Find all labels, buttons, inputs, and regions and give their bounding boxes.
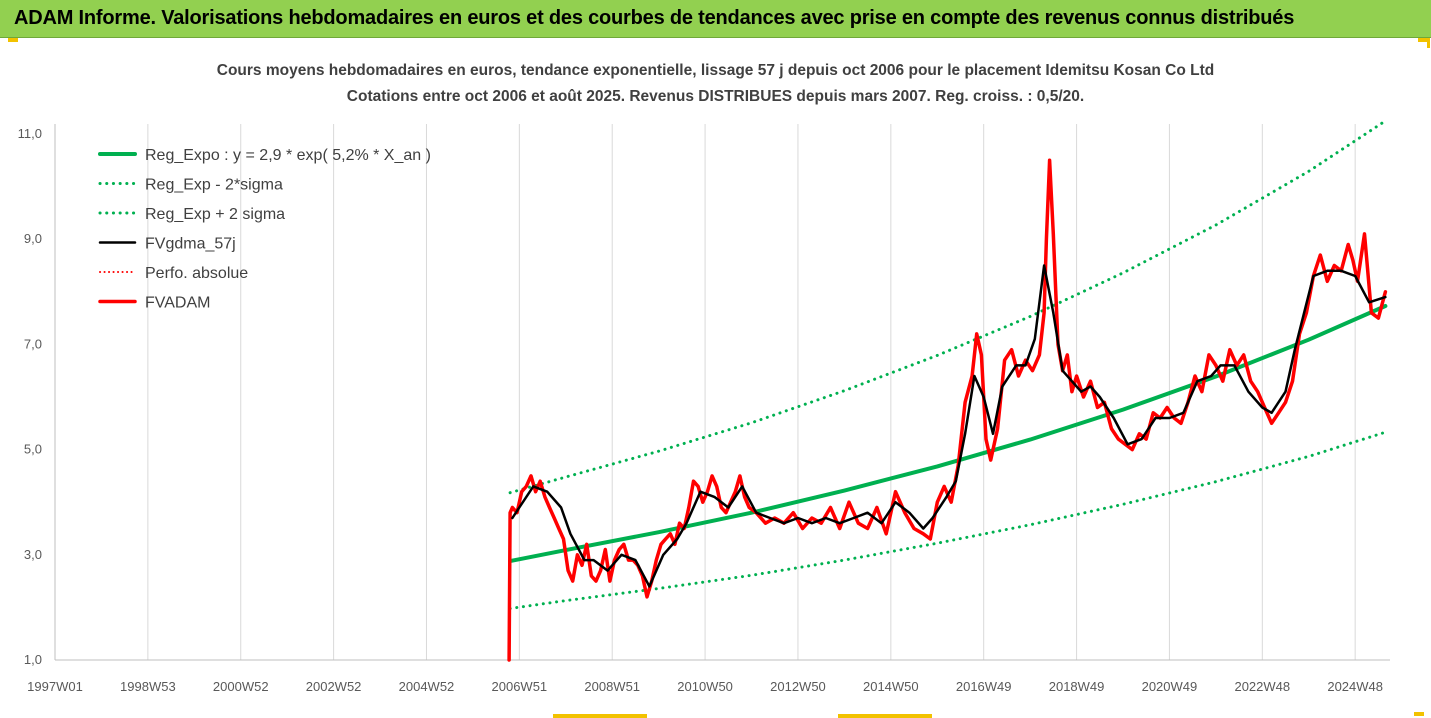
x-tick-label: 2016W49 bbox=[956, 679, 1012, 694]
chart-subtitle: Cotations entre oct 2006 et août 2025. R… bbox=[346, 88, 1085, 105]
x-tick-label: 1997W01 bbox=[27, 679, 83, 694]
report-banner-title: ADAM Informe. Valorisations hebdomadaire… bbox=[14, 7, 1295, 29]
legend-label: Perfo. absolue bbox=[145, 265, 248, 282]
x-tick-label: 2020W49 bbox=[1142, 679, 1198, 694]
corner-marker-bottom-mid bbox=[838, 714, 932, 718]
x-tick-labels: 1997W01 1998W53 2000W52 2002W52 2004W52 2006W… bbox=[27, 679, 1383, 694]
series-lines bbox=[507, 119, 1388, 662]
y-tick-label: 3,0 bbox=[24, 547, 42, 562]
series-line-5 bbox=[507, 158, 1388, 662]
y-tick-label: 1,0 bbox=[24, 652, 42, 667]
x-tick-label: 2000W52 bbox=[213, 679, 269, 694]
x-tick-label: 2022W48 bbox=[1234, 679, 1290, 694]
x-tick-label: 1998W53 bbox=[120, 679, 176, 694]
legend-label: Reg_Exp + 2 sigma bbox=[145, 206, 285, 223]
x-tick-label: 2014W50 bbox=[863, 679, 919, 694]
corner-marker-bottom-right bbox=[1414, 712, 1424, 716]
x-tick-label: 2006W51 bbox=[492, 679, 548, 694]
corner-marker-bottom-left bbox=[553, 714, 647, 718]
legend: Reg_Expo : y = 2,9 * exp( 5,2% * X_an ) R… bbox=[98, 147, 431, 312]
y-tick-label: 11,0 bbox=[18, 126, 42, 141]
series-line-0 bbox=[508, 304, 1388, 564]
x-tick-label: 2024W48 bbox=[1327, 679, 1383, 694]
report-banner: ADAM Informe. Valorisations hebdomadaire… bbox=[0, 0, 1431, 38]
y-tick-label: 5,0 bbox=[24, 442, 42, 457]
legend-label: Reg_Exp - 2*sigma bbox=[145, 177, 283, 194]
x-tick-label: 2018W49 bbox=[1049, 679, 1105, 694]
corner-marker-right bbox=[1427, 38, 1430, 48]
vertical-grid bbox=[54, 124, 1356, 660]
corner-marker-top-left bbox=[8, 38, 18, 42]
chart-title: Cours moyens hebdomadaires en euros, ten… bbox=[216, 62, 1215, 79]
y-tick-label: 9,0 bbox=[24, 231, 42, 246]
x-tick-label: 2010W50 bbox=[677, 679, 733, 694]
legend-label: FVgdma_57j bbox=[145, 236, 236, 253]
x-tick-label: 2004W52 bbox=[399, 679, 455, 694]
legend-label: FVADAM bbox=[145, 295, 210, 312]
y-tick-label: 7,0 bbox=[24, 336, 42, 351]
series-line-1 bbox=[508, 430, 1387, 610]
x-tick-label: 2012W50 bbox=[770, 679, 826, 694]
series-line-3 bbox=[511, 264, 1387, 588]
y-tick-labels: 1,0 3,0 5,0 7,0 9,0 11,0 bbox=[18, 126, 42, 667]
corner-marker-top-right bbox=[1418, 38, 1428, 42]
legend-label: Reg_Expo : y = 2,9 * exp( 5,2% * X_an ) bbox=[145, 147, 431, 164]
x-tick-label: 2008W51 bbox=[584, 679, 640, 694]
x-tick-label: 2002W52 bbox=[306, 679, 362, 694]
series-line-2 bbox=[508, 119, 1387, 495]
